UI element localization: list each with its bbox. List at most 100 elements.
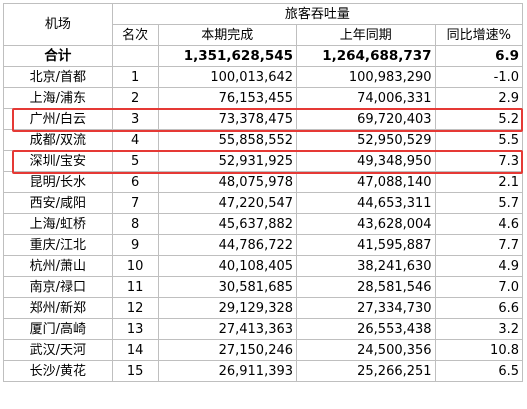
total-row: 合计 1,351,628,545 1,264,688,737 6.9 (3, 45, 524, 67)
rank-cell: 1 (111, 66, 159, 88)
table-row: 昆明/长水 6 48,075,978 47,088,140 2.1 (3, 171, 524, 193)
table-row: 广州/白云 3 73,378,475 69,720,403 5.2 (3, 108, 524, 130)
prior-cell: 100,983,290 (296, 66, 436, 88)
prior-cell: 24,500,356 (296, 339, 436, 361)
prior-cell: 47,088,140 (296, 171, 436, 193)
airport-cell: 南京/禄口 (3, 276, 113, 298)
growth-cell: 7.3 (434, 150, 524, 172)
total-label: 合计 (3, 45, 113, 67)
growth-cell: 3.2 (434, 318, 524, 340)
rank-cell: 13 (111, 318, 159, 340)
airport-cell: 深圳/宝安 (3, 150, 113, 172)
throughput-group-header: 旅客吞吐量 (111, 3, 524, 25)
growth-cell: 2.1 (434, 171, 524, 193)
rank-cell: 3 (111, 108, 159, 130)
growth-cell: 7.7 (434, 234, 524, 256)
airport-cell: 重庆/江北 (3, 234, 113, 256)
current-cell: 26,911,393 (157, 360, 298, 382)
growth-cell: 4.9 (434, 255, 524, 277)
airport-cell: 上海/虹桥 (3, 213, 113, 235)
rank-cell: 10 (111, 255, 159, 277)
prior-cell: 27,334,730 (296, 297, 436, 319)
growth-column-header: 同比增速% (434, 24, 524, 46)
rank-cell: 2 (111, 87, 159, 109)
growth-cell: 7.0 (434, 276, 524, 298)
airport-cell: 郑州/新郑 (3, 297, 113, 319)
table-row: 长沙/黄花 15 26,911,393 25,266,251 6.5 (3, 360, 524, 382)
current-cell: 52,931,925 (157, 150, 298, 172)
current-cell: 30,581,685 (157, 276, 298, 298)
table-row: 武汉/天河 14 27,150,246 24,500,356 10.8 (3, 339, 524, 361)
table-row: 杭州/萧山 10 40,108,405 38,241,630 4.9 (3, 255, 524, 277)
rank-cell: 4 (111, 129, 159, 151)
table-row: 厦门/高崎 13 27,413,363 26,553,438 3.2 (3, 318, 524, 340)
table-row: 上海/浦东 2 76,153,455 74,006,331 2.9 (3, 87, 524, 109)
total-growth: 6.9 (434, 45, 524, 67)
current-cell: 47,220,547 (157, 192, 298, 214)
prior-cell: 25,266,251 (296, 360, 436, 382)
airport-cell: 厦门/高崎 (3, 318, 113, 340)
rank-cell: 8 (111, 213, 159, 235)
table-row: 上海/虹桥 8 45,637,882 43,628,004 4.6 (3, 213, 524, 235)
growth-cell: 5.2 (434, 108, 524, 130)
airport-cell: 北京/首都 (3, 66, 113, 88)
current-cell: 44,786,722 (157, 234, 298, 256)
current-cell: 48,075,978 (157, 171, 298, 193)
table-row: 郑州/新郑 12 29,129,328 27,334,730 6.6 (3, 297, 524, 319)
passenger-throughput-table: 机场 旅客吞吐量 名次 本期完成 上年同期 同比增速% 合计 1,351,628… (3, 3, 524, 382)
growth-cell: 10.8 (434, 339, 524, 361)
current-cell: 55,858,552 (157, 129, 298, 151)
airport-cell: 昆明/长水 (3, 171, 113, 193)
growth-cell: 5.5 (434, 129, 524, 151)
table-row: 南京/禄口 11 30,581,685 28,581,546 7.0 (3, 276, 524, 298)
table-row: 成都/双流 4 55,858,552 52,950,529 5.5 (3, 129, 524, 151)
airport-cell: 西安/咸阳 (3, 192, 113, 214)
airport-cell: 上海/浦东 (3, 87, 113, 109)
airport-cell: 长沙/黄花 (3, 360, 113, 382)
airport-column-header: 机场 (3, 3, 113, 46)
prior-cell: 41,595,887 (296, 234, 436, 256)
rank-cell: 7 (111, 192, 159, 214)
rank-cell: 9 (111, 234, 159, 256)
prior-column-header: 上年同期 (296, 24, 436, 46)
prior-cell: 26,553,438 (296, 318, 436, 340)
airport-cell: 成都/双流 (3, 129, 113, 151)
table-row: 深圳/宝安 5 52,931,925 49,348,950 7.3 (3, 150, 524, 172)
current-cell: 45,637,882 (157, 213, 298, 235)
rank-cell: 12 (111, 297, 159, 319)
total-rank (111, 45, 159, 67)
current-cell: 29,129,328 (157, 297, 298, 319)
table-row: 西安/咸阳 7 47,220,547 44,653,311 5.7 (3, 192, 524, 214)
prior-cell: 38,241,630 (296, 255, 436, 277)
airport-cell: 杭州/萧山 (3, 255, 113, 277)
prior-cell: 74,006,331 (296, 87, 436, 109)
current-column-header: 本期完成 (157, 24, 298, 46)
growth-cell: -1.0 (434, 66, 524, 88)
current-cell: 73,378,475 (157, 108, 298, 130)
growth-cell: 6.5 (434, 360, 524, 382)
airport-cell: 武汉/天河 (3, 339, 113, 361)
prior-cell: 52,950,529 (296, 129, 436, 151)
header-row-1: 机场 旅客吞吐量 (3, 3, 524, 46)
current-cell: 27,150,246 (157, 339, 298, 361)
rank-cell: 15 (111, 360, 159, 382)
prior-cell: 44,653,311 (296, 192, 436, 214)
total-current: 1,351,628,545 (157, 45, 298, 67)
current-cell: 100,013,642 (157, 66, 298, 88)
rank-cell: 14 (111, 339, 159, 361)
table-row: 北京/首都 1 100,013,642 100,983,290 -1.0 (3, 66, 524, 88)
prior-cell: 43,628,004 (296, 213, 436, 235)
table-row: 重庆/江北 9 44,786,722 41,595,887 7.7 (3, 234, 524, 256)
growth-cell: 6.6 (434, 297, 524, 319)
rank-cell: 6 (111, 171, 159, 193)
prior-cell: 69,720,403 (296, 108, 436, 130)
prior-cell: 49,348,950 (296, 150, 436, 172)
rank-column-header: 名次 (111, 24, 159, 46)
growth-cell: 4.6 (434, 213, 524, 235)
airport-cell: 广州/白云 (3, 108, 113, 130)
current-cell: 40,108,405 (157, 255, 298, 277)
growth-cell: 5.7 (434, 192, 524, 214)
prior-cell: 28,581,546 (296, 276, 436, 298)
rank-cell: 5 (111, 150, 159, 172)
table-body: 机场 旅客吞吐量 名次 本期完成 上年同期 同比增速% 合计 1,351,628… (3, 3, 524, 382)
